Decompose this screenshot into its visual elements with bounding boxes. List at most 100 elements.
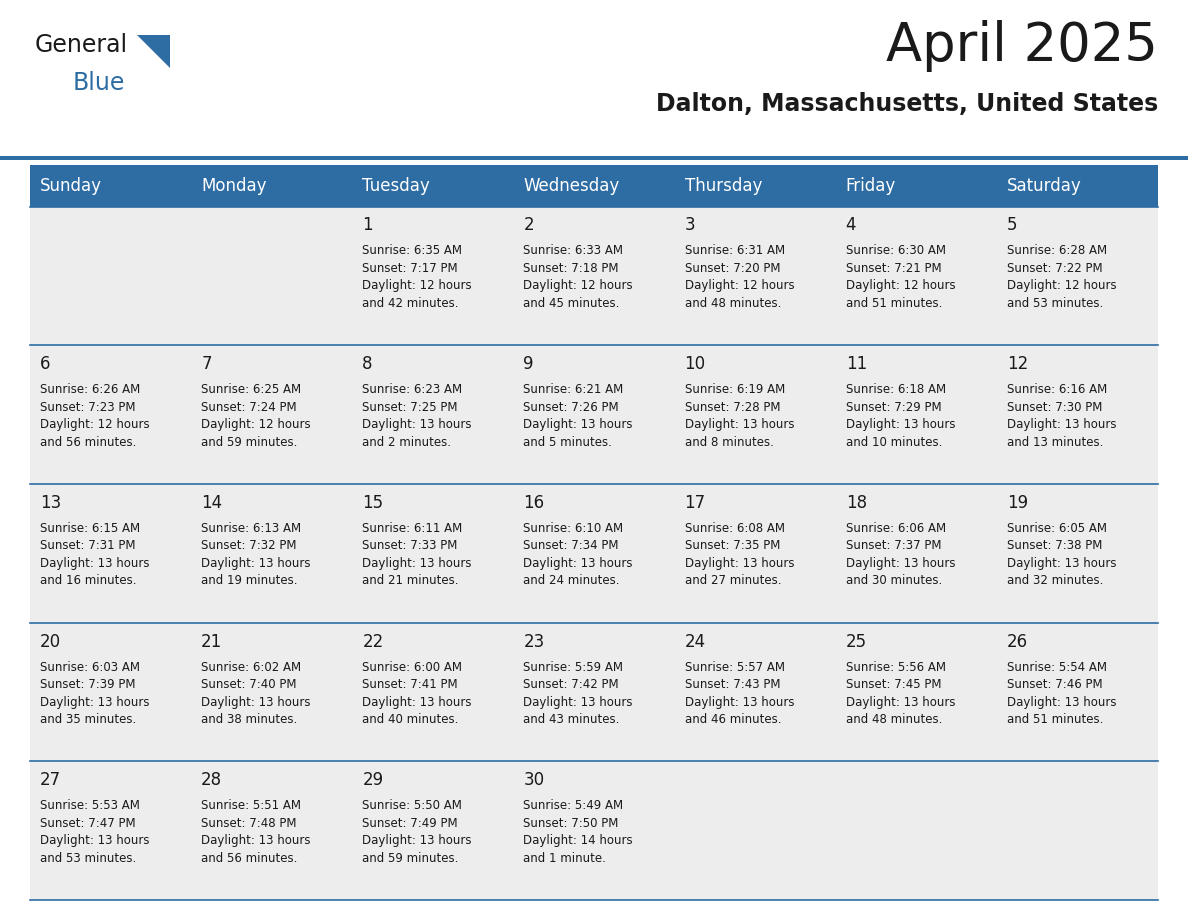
Text: Sunrise: 5:56 AM
Sunset: 7:45 PM
Daylight: 13 hours
and 48 minutes.: Sunrise: 5:56 AM Sunset: 7:45 PM Dayligh… bbox=[846, 661, 955, 726]
Text: Sunrise: 5:57 AM
Sunset: 7:43 PM
Daylight: 13 hours
and 46 minutes.: Sunrise: 5:57 AM Sunset: 7:43 PM Dayligh… bbox=[684, 661, 794, 726]
Text: 25: 25 bbox=[846, 633, 867, 651]
Text: Sunday: Sunday bbox=[40, 176, 102, 195]
Text: Sunrise: 6:11 AM
Sunset: 7:33 PM
Daylight: 13 hours
and 21 minutes.: Sunrise: 6:11 AM Sunset: 7:33 PM Dayligh… bbox=[362, 522, 472, 588]
Text: Sunrise: 6:31 AM
Sunset: 7:20 PM
Daylight: 12 hours
and 48 minutes.: Sunrise: 6:31 AM Sunset: 7:20 PM Dayligh… bbox=[684, 244, 795, 310]
Text: Sunrise: 6:02 AM
Sunset: 7:40 PM
Daylight: 13 hours
and 38 minutes.: Sunrise: 6:02 AM Sunset: 7:40 PM Dayligh… bbox=[201, 661, 310, 726]
Text: 27: 27 bbox=[40, 771, 61, 789]
Text: 19: 19 bbox=[1007, 494, 1028, 512]
Text: 7: 7 bbox=[201, 355, 211, 374]
Text: Sunrise: 6:21 AM
Sunset: 7:26 PM
Daylight: 13 hours
and 5 minutes.: Sunrise: 6:21 AM Sunset: 7:26 PM Dayligh… bbox=[524, 383, 633, 449]
Text: 20: 20 bbox=[40, 633, 61, 651]
Text: 30: 30 bbox=[524, 771, 544, 789]
Bar bbox=[513, 207, 675, 345]
Text: Friday: Friday bbox=[846, 176, 896, 195]
Text: 14: 14 bbox=[201, 494, 222, 512]
Text: Monday: Monday bbox=[201, 176, 266, 195]
Text: 9: 9 bbox=[524, 355, 533, 374]
Text: 21: 21 bbox=[201, 633, 222, 651]
Bar bbox=[835, 761, 997, 900]
Text: Sunrise: 5:50 AM
Sunset: 7:49 PM
Daylight: 13 hours
and 59 minutes.: Sunrise: 5:50 AM Sunset: 7:49 PM Dayligh… bbox=[362, 800, 472, 865]
Bar bbox=[30, 164, 1158, 207]
Text: Sunrise: 5:49 AM
Sunset: 7:50 PM
Daylight: 14 hours
and 1 minute.: Sunrise: 5:49 AM Sunset: 7:50 PM Dayligh… bbox=[524, 800, 633, 865]
Text: Sunrise: 6:15 AM
Sunset: 7:31 PM
Daylight: 13 hours
and 16 minutes.: Sunrise: 6:15 AM Sunset: 7:31 PM Dayligh… bbox=[40, 522, 150, 588]
Bar bbox=[997, 761, 1158, 900]
Text: 2: 2 bbox=[524, 217, 535, 234]
Text: Blue: Blue bbox=[72, 71, 126, 95]
Text: Sunrise: 6:23 AM
Sunset: 7:25 PM
Daylight: 13 hours
and 2 minutes.: Sunrise: 6:23 AM Sunset: 7:25 PM Dayligh… bbox=[362, 383, 472, 449]
Bar bbox=[513, 761, 675, 900]
Text: Sunrise: 5:59 AM
Sunset: 7:42 PM
Daylight: 13 hours
and 43 minutes.: Sunrise: 5:59 AM Sunset: 7:42 PM Dayligh… bbox=[524, 661, 633, 726]
Bar bbox=[191, 484, 353, 622]
Text: Dalton, Massachusetts, United States: Dalton, Massachusetts, United States bbox=[656, 92, 1158, 116]
Bar bbox=[353, 484, 513, 622]
Text: Sunrise: 6:03 AM
Sunset: 7:39 PM
Daylight: 13 hours
and 35 minutes.: Sunrise: 6:03 AM Sunset: 7:39 PM Dayligh… bbox=[40, 661, 150, 726]
Bar bbox=[30, 345, 191, 484]
Text: Sunrise: 6:16 AM
Sunset: 7:30 PM
Daylight: 13 hours
and 13 minutes.: Sunrise: 6:16 AM Sunset: 7:30 PM Dayligh… bbox=[1007, 383, 1117, 449]
Bar bbox=[997, 345, 1158, 484]
Text: Sunrise: 6:25 AM
Sunset: 7:24 PM
Daylight: 12 hours
and 59 minutes.: Sunrise: 6:25 AM Sunset: 7:24 PM Dayligh… bbox=[201, 383, 311, 449]
Bar bbox=[191, 622, 353, 761]
Text: 24: 24 bbox=[684, 633, 706, 651]
Text: 16: 16 bbox=[524, 494, 544, 512]
Bar bbox=[513, 345, 675, 484]
Text: Sunrise: 6:19 AM
Sunset: 7:28 PM
Daylight: 13 hours
and 8 minutes.: Sunrise: 6:19 AM Sunset: 7:28 PM Dayligh… bbox=[684, 383, 794, 449]
Bar bbox=[997, 484, 1158, 622]
Bar bbox=[30, 622, 191, 761]
Text: 5: 5 bbox=[1007, 217, 1017, 234]
Bar bbox=[675, 345, 835, 484]
Text: Sunrise: 6:28 AM
Sunset: 7:22 PM
Daylight: 12 hours
and 53 minutes.: Sunrise: 6:28 AM Sunset: 7:22 PM Dayligh… bbox=[1007, 244, 1117, 310]
Text: Sunrise: 5:53 AM
Sunset: 7:47 PM
Daylight: 13 hours
and 53 minutes.: Sunrise: 5:53 AM Sunset: 7:47 PM Dayligh… bbox=[40, 800, 150, 865]
Text: 12: 12 bbox=[1007, 355, 1028, 374]
Bar bbox=[835, 484, 997, 622]
Bar bbox=[353, 207, 513, 345]
Bar bbox=[675, 761, 835, 900]
Bar bbox=[353, 622, 513, 761]
Text: 29: 29 bbox=[362, 771, 384, 789]
Text: Sunrise: 5:54 AM
Sunset: 7:46 PM
Daylight: 13 hours
and 51 minutes.: Sunrise: 5:54 AM Sunset: 7:46 PM Dayligh… bbox=[1007, 661, 1117, 726]
Bar bbox=[997, 207, 1158, 345]
Text: General: General bbox=[34, 33, 128, 57]
Text: 3: 3 bbox=[684, 217, 695, 234]
Polygon shape bbox=[137, 35, 170, 68]
Text: Saturday: Saturday bbox=[1007, 176, 1081, 195]
Bar bbox=[513, 484, 675, 622]
Text: Sunrise: 6:10 AM
Sunset: 7:34 PM
Daylight: 13 hours
and 24 minutes.: Sunrise: 6:10 AM Sunset: 7:34 PM Dayligh… bbox=[524, 522, 633, 588]
Text: 4: 4 bbox=[846, 217, 857, 234]
Text: 15: 15 bbox=[362, 494, 384, 512]
Bar bbox=[191, 207, 353, 345]
Bar bbox=[353, 345, 513, 484]
Text: 22: 22 bbox=[362, 633, 384, 651]
Bar bbox=[191, 761, 353, 900]
Text: 18: 18 bbox=[846, 494, 867, 512]
Text: 26: 26 bbox=[1007, 633, 1028, 651]
Text: 13: 13 bbox=[40, 494, 62, 512]
Bar bbox=[30, 761, 191, 900]
Text: Sunrise: 6:05 AM
Sunset: 7:38 PM
Daylight: 13 hours
and 32 minutes.: Sunrise: 6:05 AM Sunset: 7:38 PM Dayligh… bbox=[1007, 522, 1117, 588]
Text: 28: 28 bbox=[201, 771, 222, 789]
Bar bbox=[30, 484, 191, 622]
Text: 8: 8 bbox=[362, 355, 373, 374]
Bar bbox=[675, 207, 835, 345]
Bar bbox=[30, 207, 191, 345]
Text: 17: 17 bbox=[684, 494, 706, 512]
Bar bbox=[675, 622, 835, 761]
Text: Sunrise: 5:51 AM
Sunset: 7:48 PM
Daylight: 13 hours
and 56 minutes.: Sunrise: 5:51 AM Sunset: 7:48 PM Dayligh… bbox=[201, 800, 310, 865]
Text: Tuesday: Tuesday bbox=[362, 176, 430, 195]
Text: 10: 10 bbox=[684, 355, 706, 374]
Bar bbox=[0, 155, 1188, 160]
Text: 6: 6 bbox=[40, 355, 51, 374]
Bar bbox=[835, 345, 997, 484]
Text: Sunrise: 6:00 AM
Sunset: 7:41 PM
Daylight: 13 hours
and 40 minutes.: Sunrise: 6:00 AM Sunset: 7:41 PM Dayligh… bbox=[362, 661, 472, 726]
Text: Sunrise: 6:30 AM
Sunset: 7:21 PM
Daylight: 12 hours
and 51 minutes.: Sunrise: 6:30 AM Sunset: 7:21 PM Dayligh… bbox=[846, 244, 955, 310]
Text: Sunrise: 6:18 AM
Sunset: 7:29 PM
Daylight: 13 hours
and 10 minutes.: Sunrise: 6:18 AM Sunset: 7:29 PM Dayligh… bbox=[846, 383, 955, 449]
Bar bbox=[675, 484, 835, 622]
Text: Thursday: Thursday bbox=[684, 176, 762, 195]
Bar bbox=[835, 622, 997, 761]
Text: Wednesday: Wednesday bbox=[524, 176, 620, 195]
Text: Sunrise: 6:13 AM
Sunset: 7:32 PM
Daylight: 13 hours
and 19 minutes.: Sunrise: 6:13 AM Sunset: 7:32 PM Dayligh… bbox=[201, 522, 310, 588]
Text: 1: 1 bbox=[362, 217, 373, 234]
Bar bbox=[835, 207, 997, 345]
Text: Sunrise: 6:35 AM
Sunset: 7:17 PM
Daylight: 12 hours
and 42 minutes.: Sunrise: 6:35 AM Sunset: 7:17 PM Dayligh… bbox=[362, 244, 472, 310]
Bar bbox=[513, 622, 675, 761]
Text: Sunrise: 6:26 AM
Sunset: 7:23 PM
Daylight: 12 hours
and 56 minutes.: Sunrise: 6:26 AM Sunset: 7:23 PM Dayligh… bbox=[40, 383, 150, 449]
